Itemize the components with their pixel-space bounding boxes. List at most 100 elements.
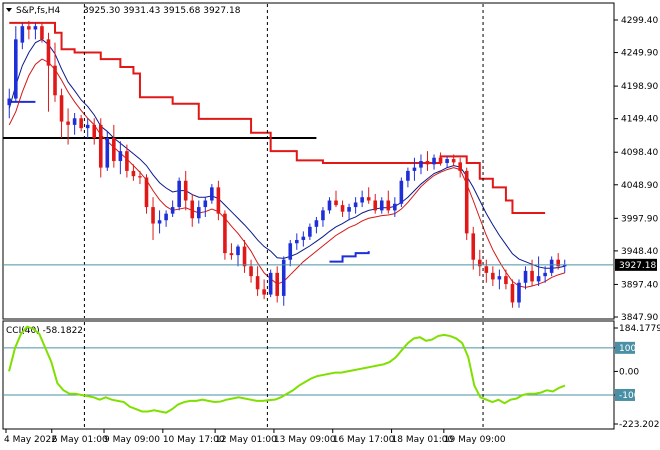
candle-body <box>79 118 83 129</box>
candle-body <box>98 124 103 168</box>
candle <box>183 170 188 211</box>
candle-body <box>66 121 70 125</box>
candle-body <box>308 226 312 237</box>
candle-body <box>7 98 12 106</box>
candle-body <box>118 151 123 162</box>
candle <box>7 88 12 119</box>
candle <box>196 200 201 224</box>
candle-body <box>504 276 508 285</box>
candle <box>131 164 136 181</box>
candle-body <box>523 270 528 283</box>
candle <box>497 269 502 290</box>
candle-body <box>556 259 560 267</box>
candle <box>386 190 391 214</box>
candle <box>105 131 110 171</box>
candle <box>484 259 489 283</box>
cci-header: CCI(40) -58.1822 <box>6 326 83 336</box>
candle <box>308 223 312 240</box>
candle <box>20 22 25 50</box>
candle-body <box>53 65 57 96</box>
candle <box>334 190 338 208</box>
candle-body <box>33 26 38 30</box>
cci-tick-label: 100 <box>619 344 636 354</box>
candle-body <box>281 259 286 296</box>
candle-body <box>347 207 351 212</box>
candle-body <box>125 151 129 171</box>
candle <box>79 114 83 132</box>
candle-body <box>223 213 227 254</box>
candle-body <box>190 200 195 219</box>
candle-body <box>543 272 547 277</box>
candle-body <box>14 39 18 99</box>
candle-body <box>216 187 221 214</box>
dropdown-arrow-icon[interactable] <box>6 8 12 12</box>
candle-body <box>105 138 110 168</box>
candle-body <box>373 200 378 211</box>
candle <box>393 197 397 217</box>
cci-tick-label: 184.1779 <box>619 324 660 334</box>
candle-body <box>144 177 149 208</box>
candle-body <box>432 157 436 165</box>
time-tick-label: 6 May 01:00 <box>52 435 108 445</box>
candle <box>40 22 44 43</box>
candle-body <box>288 243 293 260</box>
candle-body <box>425 161 430 165</box>
candle <box>399 177 404 208</box>
main-panel-frame <box>2 2 615 320</box>
candle <box>438 152 443 166</box>
candle <box>451 154 456 166</box>
candle-body <box>471 233 476 260</box>
candle <box>419 154 423 175</box>
candle <box>118 141 123 175</box>
candle <box>471 226 476 270</box>
cci-axis: 184.1779 100 0.00 -100 -223.2029 <box>614 324 660 430</box>
candle-body <box>497 276 502 280</box>
cci-level-lines <box>3 347 614 396</box>
candle <box>59 88 64 139</box>
blue-step-line <box>9 100 370 263</box>
candle <box>275 266 279 303</box>
candlesticks <box>7 20 567 308</box>
candle <box>353 197 358 214</box>
period-separators <box>83 4 484 318</box>
symbol-label: S&P,fs,H4 <box>16 6 61 16</box>
candle-body <box>393 203 397 211</box>
cci-tick-label: -100 <box>619 391 640 401</box>
price-tick-label: 3997.90 <box>621 214 658 224</box>
time-tick-label: 4 May 2022 <box>4 435 57 445</box>
candle <box>340 200 345 217</box>
candle-body <box>340 205 345 212</box>
candle-body <box>20 26 25 43</box>
candle <box>27 20 31 40</box>
candle <box>504 269 508 290</box>
cci-tick-label: 0.00 <box>619 367 639 377</box>
candle-body <box>321 210 325 221</box>
candle-body <box>334 200 338 206</box>
candle <box>157 210 162 234</box>
candle-body <box>183 180 188 201</box>
current-price-box <box>615 258 657 271</box>
candle <box>177 177 181 211</box>
candle-body <box>170 207 175 214</box>
candle <box>510 279 515 308</box>
candle <box>314 216 319 234</box>
candle <box>112 124 116 168</box>
candle <box>464 167 469 240</box>
candle <box>536 256 541 287</box>
price-tick-label: 4149.40 <box>621 115 658 125</box>
candle <box>216 180 221 221</box>
candle <box>223 210 227 260</box>
candle-body <box>203 200 208 208</box>
candle-body <box>412 167 417 171</box>
candle <box>321 207 325 227</box>
price-tick-label: 3948.40 <box>621 247 658 257</box>
candle-body <box>236 246 240 256</box>
candle <box>295 233 299 250</box>
price-tick-label: 4048.90 <box>621 181 658 191</box>
candle-body <box>268 272 273 295</box>
candle <box>210 184 214 204</box>
price-tick-label: 4198.90 <box>621 82 658 92</box>
candle <box>556 253 560 270</box>
candle-body <box>549 259 554 273</box>
